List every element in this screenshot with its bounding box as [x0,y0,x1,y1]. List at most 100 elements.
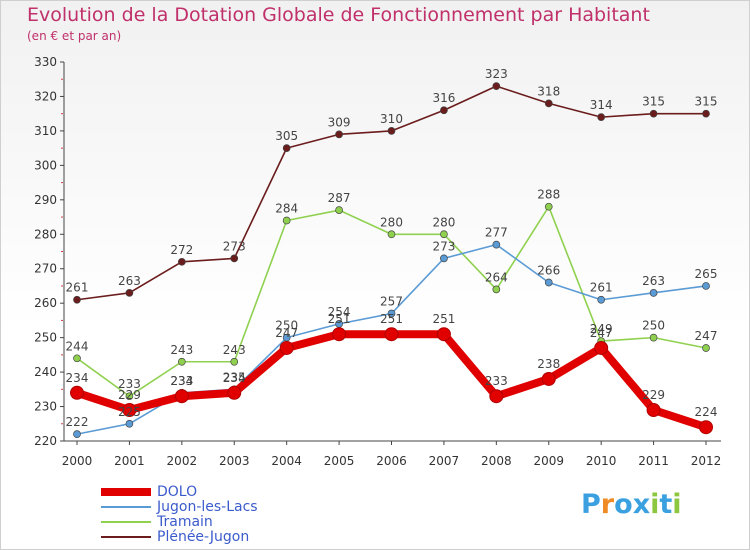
legend-swatch [101,488,151,496]
x-tick-label: 2011 [638,454,669,468]
data-point-jugon-les-lacs [544,278,553,287]
legend-label: Plénée-Jugon [157,529,250,545]
data-label-plenee-jugon: 310 [380,112,403,126]
data-point-dolo [70,385,84,400]
data-label-dolo: 233 [485,374,508,388]
data-point-plenee-jugon [440,106,448,115]
data-label-plenee-jugon: 272 [170,243,193,257]
data-point-plenee-jugon [282,144,291,152]
data-label-tramain: 244 [66,339,89,353]
data-point-jugon-les-lacs [597,295,606,304]
y-tick-label: 220 [34,434,57,448]
x-tick-label: 2002 [167,454,198,468]
data-point-jugon-les-lacs [649,288,658,297]
logo-letter: i [650,489,660,520]
data-point-tramain [73,354,81,363]
data-point-jugon-les-lacs [73,430,81,438]
logo-letter: P [581,489,601,520]
data-point-tramain [230,357,239,366]
x-tick-label: 2005 [324,454,355,468]
data-point-dolo [384,327,399,342]
x-tick-label: 2003 [219,454,250,468]
data-label-tramain: 280 [432,215,455,229]
data-point-dolo [541,371,556,386]
data-point-tramain [282,216,291,225]
data-label-dolo: 251 [380,312,403,326]
y-tick-label: 240 [34,365,57,379]
data-point-plenee-jugon [387,127,396,135]
y-tick-label: 300 [34,158,57,172]
x-tick-label: 2012 [691,454,722,468]
data-label-tramain: 284 [275,201,298,215]
data-point-jugon-les-lacs [387,309,396,318]
data-point-jugon-les-lacs [492,240,501,249]
data-label-plenee-jugon: 261 [66,281,89,295]
logo-letter: r [600,489,615,520]
data-label-tramain: 243 [223,343,246,357]
data-point-jugon-les-lacs [125,419,134,428]
data-point-dolo [699,420,713,435]
data-label-plenee-jugon: 305 [275,129,298,143]
y-tick-label: 320 [34,89,57,103]
chart-title: Evolution de la Dotation Globale de Fonc… [27,4,650,26]
x-tick-label: 2001 [114,454,145,468]
legend-swatch [101,521,151,523]
x-tick-label: 2004 [271,454,302,468]
data-label-jugon-les-lacs: 265 [695,267,718,281]
x-tick-label: 2007 [429,454,460,468]
data-label-jugon-les-lacs: 273 [432,239,455,253]
data-label-plenee-jugon: 318 [537,84,560,98]
data-label-dolo: 229 [118,388,141,402]
data-label-dolo: 234 [223,371,246,385]
data-point-dolo [489,389,504,404]
chart-subtitle: (en € et par an) [27,29,122,43]
data-point-dolo [646,402,661,417]
data-label-jugon-les-lacs: 254 [328,305,351,319]
data-point-jugon-les-lacs [440,254,448,263]
data-point-jugon-les-lacs [702,282,710,290]
y-tick-label: 270 [34,262,57,276]
data-label-jugon-les-lacs: 235 [223,370,246,384]
y-tick-label: 250 [34,331,57,345]
logo-letter: x [632,489,651,520]
y-tick-label: 310 [34,124,57,138]
data-label-dolo: 229 [642,388,665,402]
legend-label: Tramain [157,514,213,530]
x-tick-label: 2010 [586,454,617,468]
data-label-tramain: 249 [590,322,613,336]
data-point-plenee-jugon [230,254,239,263]
data-label-plenee-jugon: 316 [432,91,455,105]
logo-letter: t [659,489,673,520]
data-label-plenee-jugon: 323 [485,67,508,81]
data-point-tramain [649,333,658,342]
y-tick-label: 280 [34,227,57,241]
data-point-plenee-jugon [492,82,501,90]
data-label-tramain: 288 [537,188,560,202]
data-label-dolo: 224 [695,405,718,419]
data-point-plenee-jugon [73,295,81,304]
data-label-plenee-jugon: 314 [590,98,613,112]
axes: 220 230 240 250 260 270 280 290 300 310 320 330 2000… [34,55,721,468]
data-point-tramain [125,392,134,401]
data-point-dolo [122,402,137,417]
data-point-plenee-jugon [597,113,606,121]
data-point-tramain [387,230,396,239]
data-label-plenee-jugon: 315 [695,95,718,109]
proxiti-logo: Proxiti [581,489,682,520]
data-label-dolo: 251 [328,312,351,326]
data-labels: 261 263 272 273 305 309 310 316 323 318 314 315 315 2… [66,67,718,429]
y-tick-label: 260 [34,296,57,310]
data-label-jugon-les-lacs: 266 [537,264,560,278]
data-label-jugon-les-lacs: 261 [590,281,613,295]
data-point-dolo [174,389,189,404]
logo-letter: o [614,489,633,520]
data-label-plenee-jugon: 273 [223,239,246,253]
legend-swatch [101,506,151,508]
x-tick-label: 2006 [376,454,407,468]
data-point-dolo [332,327,347,342]
data-point-plenee-jugon [125,288,134,297]
legend-label: Jugon-les-Lacs [157,499,258,515]
data-point-plenee-jugon [335,130,343,139]
